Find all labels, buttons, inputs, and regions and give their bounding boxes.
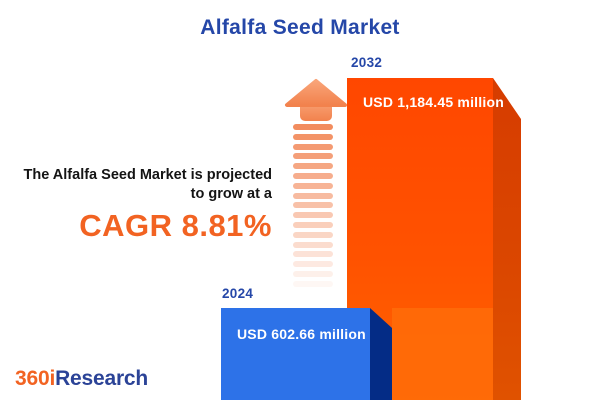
cagr-value: CAGR 8.81% xyxy=(79,208,272,243)
growth-arrow-stripe xyxy=(293,280,333,287)
growth-arrow-stripe xyxy=(293,212,333,219)
growth-arrow-stripe xyxy=(293,231,333,238)
brand-logo-360i: 360i xyxy=(15,367,56,390)
growth-arrow-stripe xyxy=(293,124,333,130)
bar-2024-year-label: 2024 xyxy=(222,286,254,301)
bar-2032-shading xyxy=(392,308,493,400)
growth-arrow-stripes xyxy=(293,124,333,291)
growth-arrow-stripe xyxy=(293,270,333,277)
growth-arrow-stripe xyxy=(293,163,333,170)
growth-arrow-stripe xyxy=(293,202,333,209)
growth-arrow xyxy=(284,78,348,293)
brand-logo-research: Research xyxy=(55,367,149,390)
growth-arrow-stripe xyxy=(293,153,333,160)
growth-arrow-head xyxy=(285,79,347,121)
bar-2032-year-label: 2032 xyxy=(351,55,383,70)
growth-arrow-stripe xyxy=(293,182,333,189)
brand-logo: 360iResearch xyxy=(15,367,148,391)
bar-2024: USD 602.66 million xyxy=(221,308,370,400)
growth-arrow-stripe xyxy=(293,241,333,248)
bar-2032-side xyxy=(493,78,521,400)
bar-2032-value-label: USD 1,184.45 million xyxy=(363,94,504,110)
bar-2024-value-label: USD 602.66 million xyxy=(237,326,366,342)
growth-arrow-stripe xyxy=(293,143,333,150)
growth-arrow-stripe xyxy=(293,133,333,140)
page-title: Alfalfa Seed Market xyxy=(200,16,400,39)
description-line-1: The Alfalfa Seed Market is projected xyxy=(23,167,272,183)
description-block: The Alfalfa Seed Market is projected to … xyxy=(24,166,272,244)
description-line-2: to grow at a xyxy=(190,186,272,202)
growth-arrow-stripe xyxy=(293,172,333,179)
growth-arrow-stripe xyxy=(293,221,333,228)
growth-arrow-stripe xyxy=(293,251,333,258)
growth-arrow-stripe xyxy=(293,261,333,268)
bar-2024-side xyxy=(370,308,392,400)
growth-arrow-stripe xyxy=(293,192,333,199)
